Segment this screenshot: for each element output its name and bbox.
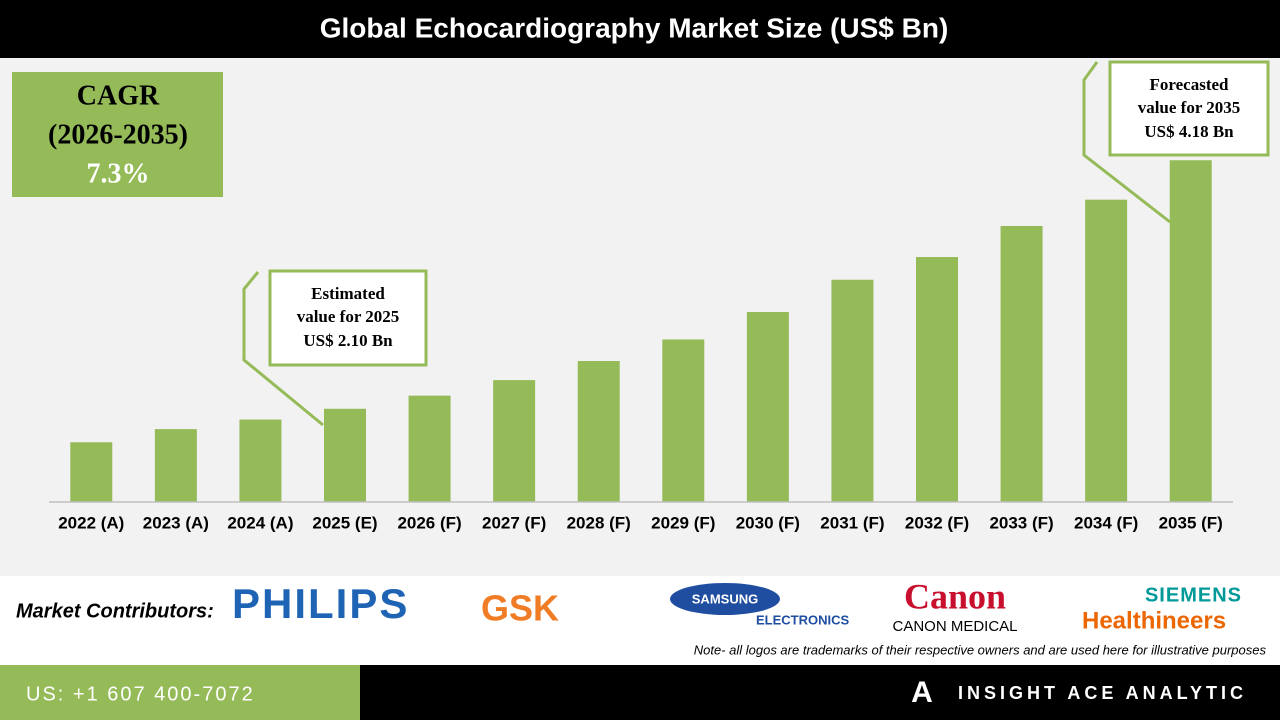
contributors-heading: Market Contributors:: [16, 600, 214, 622]
cagr-value: 7.3%: [87, 158, 150, 189]
callout-box: [1108, 60, 1270, 157]
x-tick-label: 2029 (F): [651, 513, 715, 532]
x-tick-label: 2023 (A): [143, 513, 209, 532]
bar: [1000, 225, 1043, 502]
logo: Canon: [904, 576, 1006, 616]
callout-text: Forecasted: [1150, 75, 1230, 94]
cagr-label: CAGR: [77, 80, 160, 111]
logo-shape: [670, 583, 780, 615]
x-tick-label: 2032 (F): [905, 513, 969, 532]
bar: [1085, 199, 1128, 502]
x-tick-label: 2031 (F): [820, 513, 884, 532]
bar: [577, 360, 620, 502]
x-tick-label: 2022 (A): [58, 513, 124, 532]
bar: [493, 380, 536, 502]
x-tick-label: 2026 (F): [397, 513, 461, 532]
phone-band: [0, 665, 360, 720]
bar: [831, 279, 874, 502]
logo: GSK: [481, 588, 559, 629]
title-bar: [0, 0, 1280, 58]
callout-leader: [1082, 61, 1171, 224]
logo: SAMSUNG: [692, 591, 758, 606]
callout-text: value for 2025: [297, 307, 400, 326]
callout-text: US$ 2.10 Bn: [303, 331, 393, 350]
bar: [408, 395, 451, 502]
callout-text: US$ 4.18 Bn: [1144, 122, 1234, 141]
bar: [70, 442, 113, 502]
brand-band: [360, 665, 1280, 720]
bar: [916, 257, 958, 502]
phone: US: +1 607 400-7072: [26, 683, 255, 705]
cagr-box: [12, 72, 223, 197]
logo: ELECTRONICS: [756, 612, 850, 627]
callout-box: [268, 269, 428, 367]
x-tick-label: 2030 (F): [736, 513, 800, 532]
callout-text: value for 2035: [1138, 98, 1241, 117]
contributors-band: [0, 576, 1280, 665]
brand-icon: A: [911, 676, 933, 709]
bar: [239, 419, 282, 502]
logo: PHILIPS: [232, 580, 409, 627]
bar: [1169, 160, 1212, 502]
callout-text: Estimated: [311, 284, 385, 303]
note: Note- all logos are trademarks of their …: [694, 642, 1267, 657]
logo: Healthineers: [1082, 607, 1226, 634]
bar: [154, 429, 197, 502]
callout-leader: [242, 271, 324, 427]
logo: SIEMENS: [1145, 584, 1242, 606]
x-tick-label: 2028 (F): [567, 513, 631, 532]
x-tick-label: 2027 (F): [482, 513, 546, 532]
bar: [746, 312, 789, 502]
logo: CANON MEDICAL: [892, 618, 1017, 635]
bar: [324, 408, 366, 502]
brand: INSIGHT ACE ANALYTIC: [958, 683, 1247, 703]
x-tick-label: 2033 (F): [989, 513, 1053, 532]
chart-title: Global Echocardiography Market Size (US$…: [320, 12, 949, 43]
x-tick-label: 2034 (F): [1074, 513, 1138, 532]
x-tick-label: 2025 (E): [312, 513, 377, 532]
cagr-label: (2026-2035): [48, 119, 188, 150]
x-tick-label: 2035 (F): [1159, 513, 1223, 532]
x-tick-label: 2024 (A): [227, 513, 293, 532]
bar: [662, 339, 705, 502]
